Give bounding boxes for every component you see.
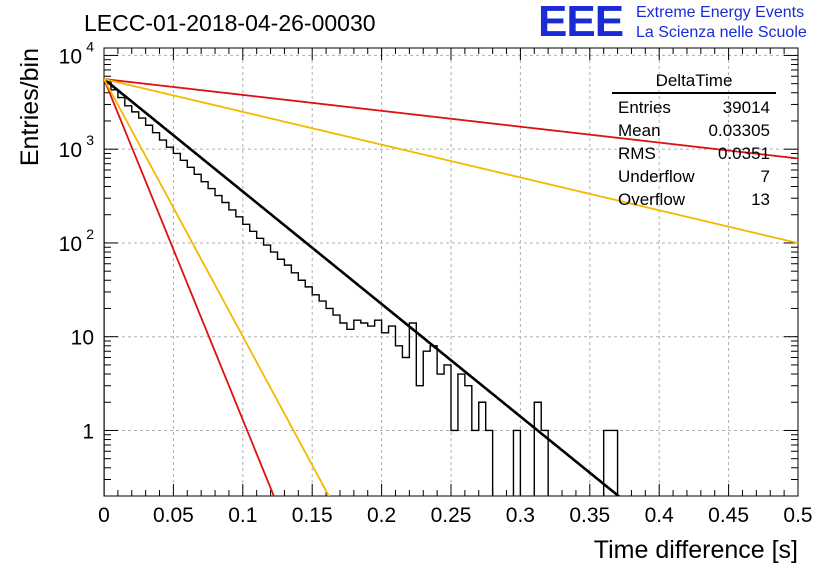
x-tick-label: 0.45 — [708, 504, 749, 527]
y-tick-label: 1 — [82, 420, 94, 443]
logo-line-1: Extreme Energy Events — [636, 4, 805, 21]
stats-rows: Entries 39014 Mean 0.03305 RMS 0.0351 Underflo… — [612, 96, 776, 211]
y-tick-label-exponent: 4 — [86, 38, 94, 54]
y-tick-label: 10 — [59, 139, 82, 162]
histogram-deltatime — [104, 81, 619, 496]
stats-label: RMS — [618, 144, 656, 163]
stats-row: Underflow 7 — [612, 165, 776, 188]
y-tick-label-exponent: 3 — [86, 132, 94, 148]
stats-value: 0.0351 — [718, 144, 770, 163]
stats-label: Underflow — [618, 167, 695, 186]
fit-curve-4 — [104, 78, 798, 160]
stats-label: Entries — [618, 98, 671, 117]
logo-line-2: La Scienza nelle Scuole — [636, 24, 807, 41]
stats-box: DeltaTime Entries 39014 Mean 0.03305 RMS 0.03… — [612, 70, 776, 211]
fit-curve-1 — [104, 78, 621, 496]
chart-title: LECC-01-2018-04-26-00030 — [84, 10, 376, 36]
y-tick-label: 10 — [59, 233, 82, 256]
x-tick-label: 0.5 — [783, 504, 812, 527]
x-tick-label: 0.2 — [367, 504, 396, 527]
stats-value: 39014 — [722, 98, 770, 117]
x-tick-label: 0.4 — [645, 504, 675, 527]
x-axis-label: Time difference [s] — [594, 536, 798, 564]
stats-row: Entries 39014 — [612, 96, 776, 119]
y-axis-label: Entries/bin — [16, 48, 44, 166]
stats-value: 7 — [760, 167, 770, 186]
fit-curve-5 — [104, 78, 798, 244]
fit-curve-3 — [104, 78, 330, 496]
y-tick-label: 10 — [59, 45, 82, 68]
x-tick-label: 0.05 — [153, 504, 194, 527]
x-tick-label: 0.25 — [431, 504, 472, 527]
y-tick-label: 10 — [71, 327, 94, 350]
x-tick-label: 0.3 — [506, 504, 535, 527]
stats-title: DeltaTime — [612, 70, 776, 94]
stats-row: RMS 0.0351 — [612, 142, 776, 165]
x-tick-label: 0.15 — [292, 504, 333, 527]
stats-value: 13 — [751, 190, 770, 209]
stats-row: Overflow 13 — [612, 188, 776, 211]
stats-row: Mean 0.03305 — [612, 119, 776, 142]
stats-label: Overflow — [618, 190, 686, 209]
logo-mark: EEE — [538, 0, 624, 46]
stats-value: 0.03305 — [708, 121, 770, 140]
stats-label: Mean — [618, 121, 661, 140]
y-tick-label-exponent: 2 — [86, 226, 94, 242]
x-tick-label: 0.35 — [569, 504, 610, 527]
x-tick-label: 0 — [98, 504, 110, 527]
fit-curve-2 — [104, 78, 275, 496]
x-tick-label: 0.1 — [228, 504, 257, 527]
